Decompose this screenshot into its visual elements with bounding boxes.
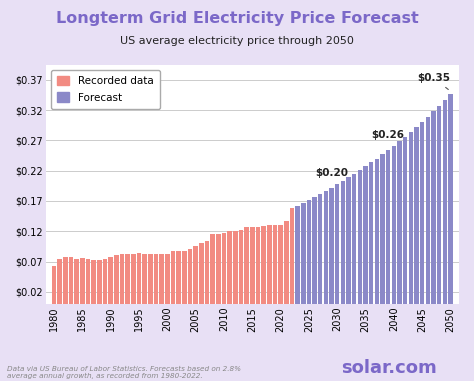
Bar — [437, 106, 441, 304]
Bar — [267, 225, 272, 304]
Bar — [363, 166, 368, 304]
Bar — [103, 259, 107, 304]
Bar — [205, 241, 209, 304]
Text: US average electricity price through 2050: US average electricity price through 205… — [120, 36, 354, 46]
Bar — [159, 255, 164, 304]
Bar — [97, 260, 101, 304]
Bar — [295, 206, 300, 304]
Bar — [86, 259, 90, 304]
Bar — [154, 255, 158, 304]
Bar — [357, 170, 362, 304]
Bar — [199, 243, 203, 304]
Bar — [403, 137, 408, 304]
Bar — [420, 122, 424, 304]
Bar — [233, 231, 237, 304]
Text: $0.26: $0.26 — [372, 130, 405, 140]
Bar — [329, 187, 334, 304]
Bar — [165, 254, 170, 304]
Bar — [386, 150, 391, 304]
Bar — [273, 225, 277, 304]
Bar — [335, 184, 339, 304]
Bar — [255, 227, 260, 304]
Bar — [63, 257, 68, 304]
Bar — [301, 203, 306, 304]
Bar — [392, 146, 396, 304]
Bar — [57, 259, 62, 304]
Bar — [290, 208, 294, 304]
Bar — [318, 194, 322, 304]
Bar — [261, 226, 266, 304]
Bar — [414, 127, 419, 304]
Bar — [228, 231, 232, 304]
Bar — [131, 254, 136, 304]
Bar — [142, 254, 147, 304]
Bar — [91, 260, 96, 304]
Bar — [369, 162, 374, 304]
Bar — [244, 227, 249, 304]
Bar — [193, 247, 198, 304]
Bar — [171, 251, 175, 304]
Bar — [109, 257, 113, 304]
Bar — [380, 154, 385, 304]
Bar — [137, 253, 141, 304]
Bar — [74, 259, 79, 304]
Bar — [80, 258, 85, 304]
Bar — [431, 111, 436, 304]
Bar — [222, 232, 226, 304]
Text: Longterm Grid Electricity Price Forecast: Longterm Grid Electricity Price Forecast — [55, 11, 419, 26]
Text: Data via US Bureau of Labor Statistics. Forecasts based on 2.8%
average annual g: Data via US Bureau of Labor Statistics. … — [7, 366, 241, 379]
Bar — [352, 174, 356, 304]
Bar — [312, 197, 317, 304]
Bar — [341, 181, 345, 304]
Bar — [443, 100, 447, 304]
Bar — [346, 177, 351, 304]
Bar — [176, 251, 181, 304]
Bar — [188, 250, 192, 304]
Bar — [126, 254, 130, 304]
Bar — [210, 234, 215, 304]
Text: solar.com: solar.com — [341, 359, 437, 377]
Legend: Recorded data, Forecast: Recorded data, Forecast — [51, 70, 160, 109]
Bar — [216, 234, 220, 304]
Bar — [52, 266, 56, 304]
Bar — [114, 255, 118, 304]
Bar — [239, 230, 243, 304]
Bar — [182, 251, 187, 304]
Bar — [284, 221, 289, 304]
Bar — [69, 257, 73, 304]
Bar — [374, 158, 379, 304]
Bar — [324, 190, 328, 304]
Text: $0.35: $0.35 — [417, 73, 450, 90]
Bar — [397, 141, 402, 304]
Bar — [278, 225, 283, 304]
Bar — [250, 227, 255, 304]
Bar — [120, 255, 124, 304]
Bar — [409, 132, 413, 304]
Text: $0.20: $0.20 — [315, 168, 348, 178]
Bar — [448, 94, 453, 304]
Bar — [426, 117, 430, 304]
Bar — [148, 254, 153, 304]
Bar — [307, 200, 311, 304]
